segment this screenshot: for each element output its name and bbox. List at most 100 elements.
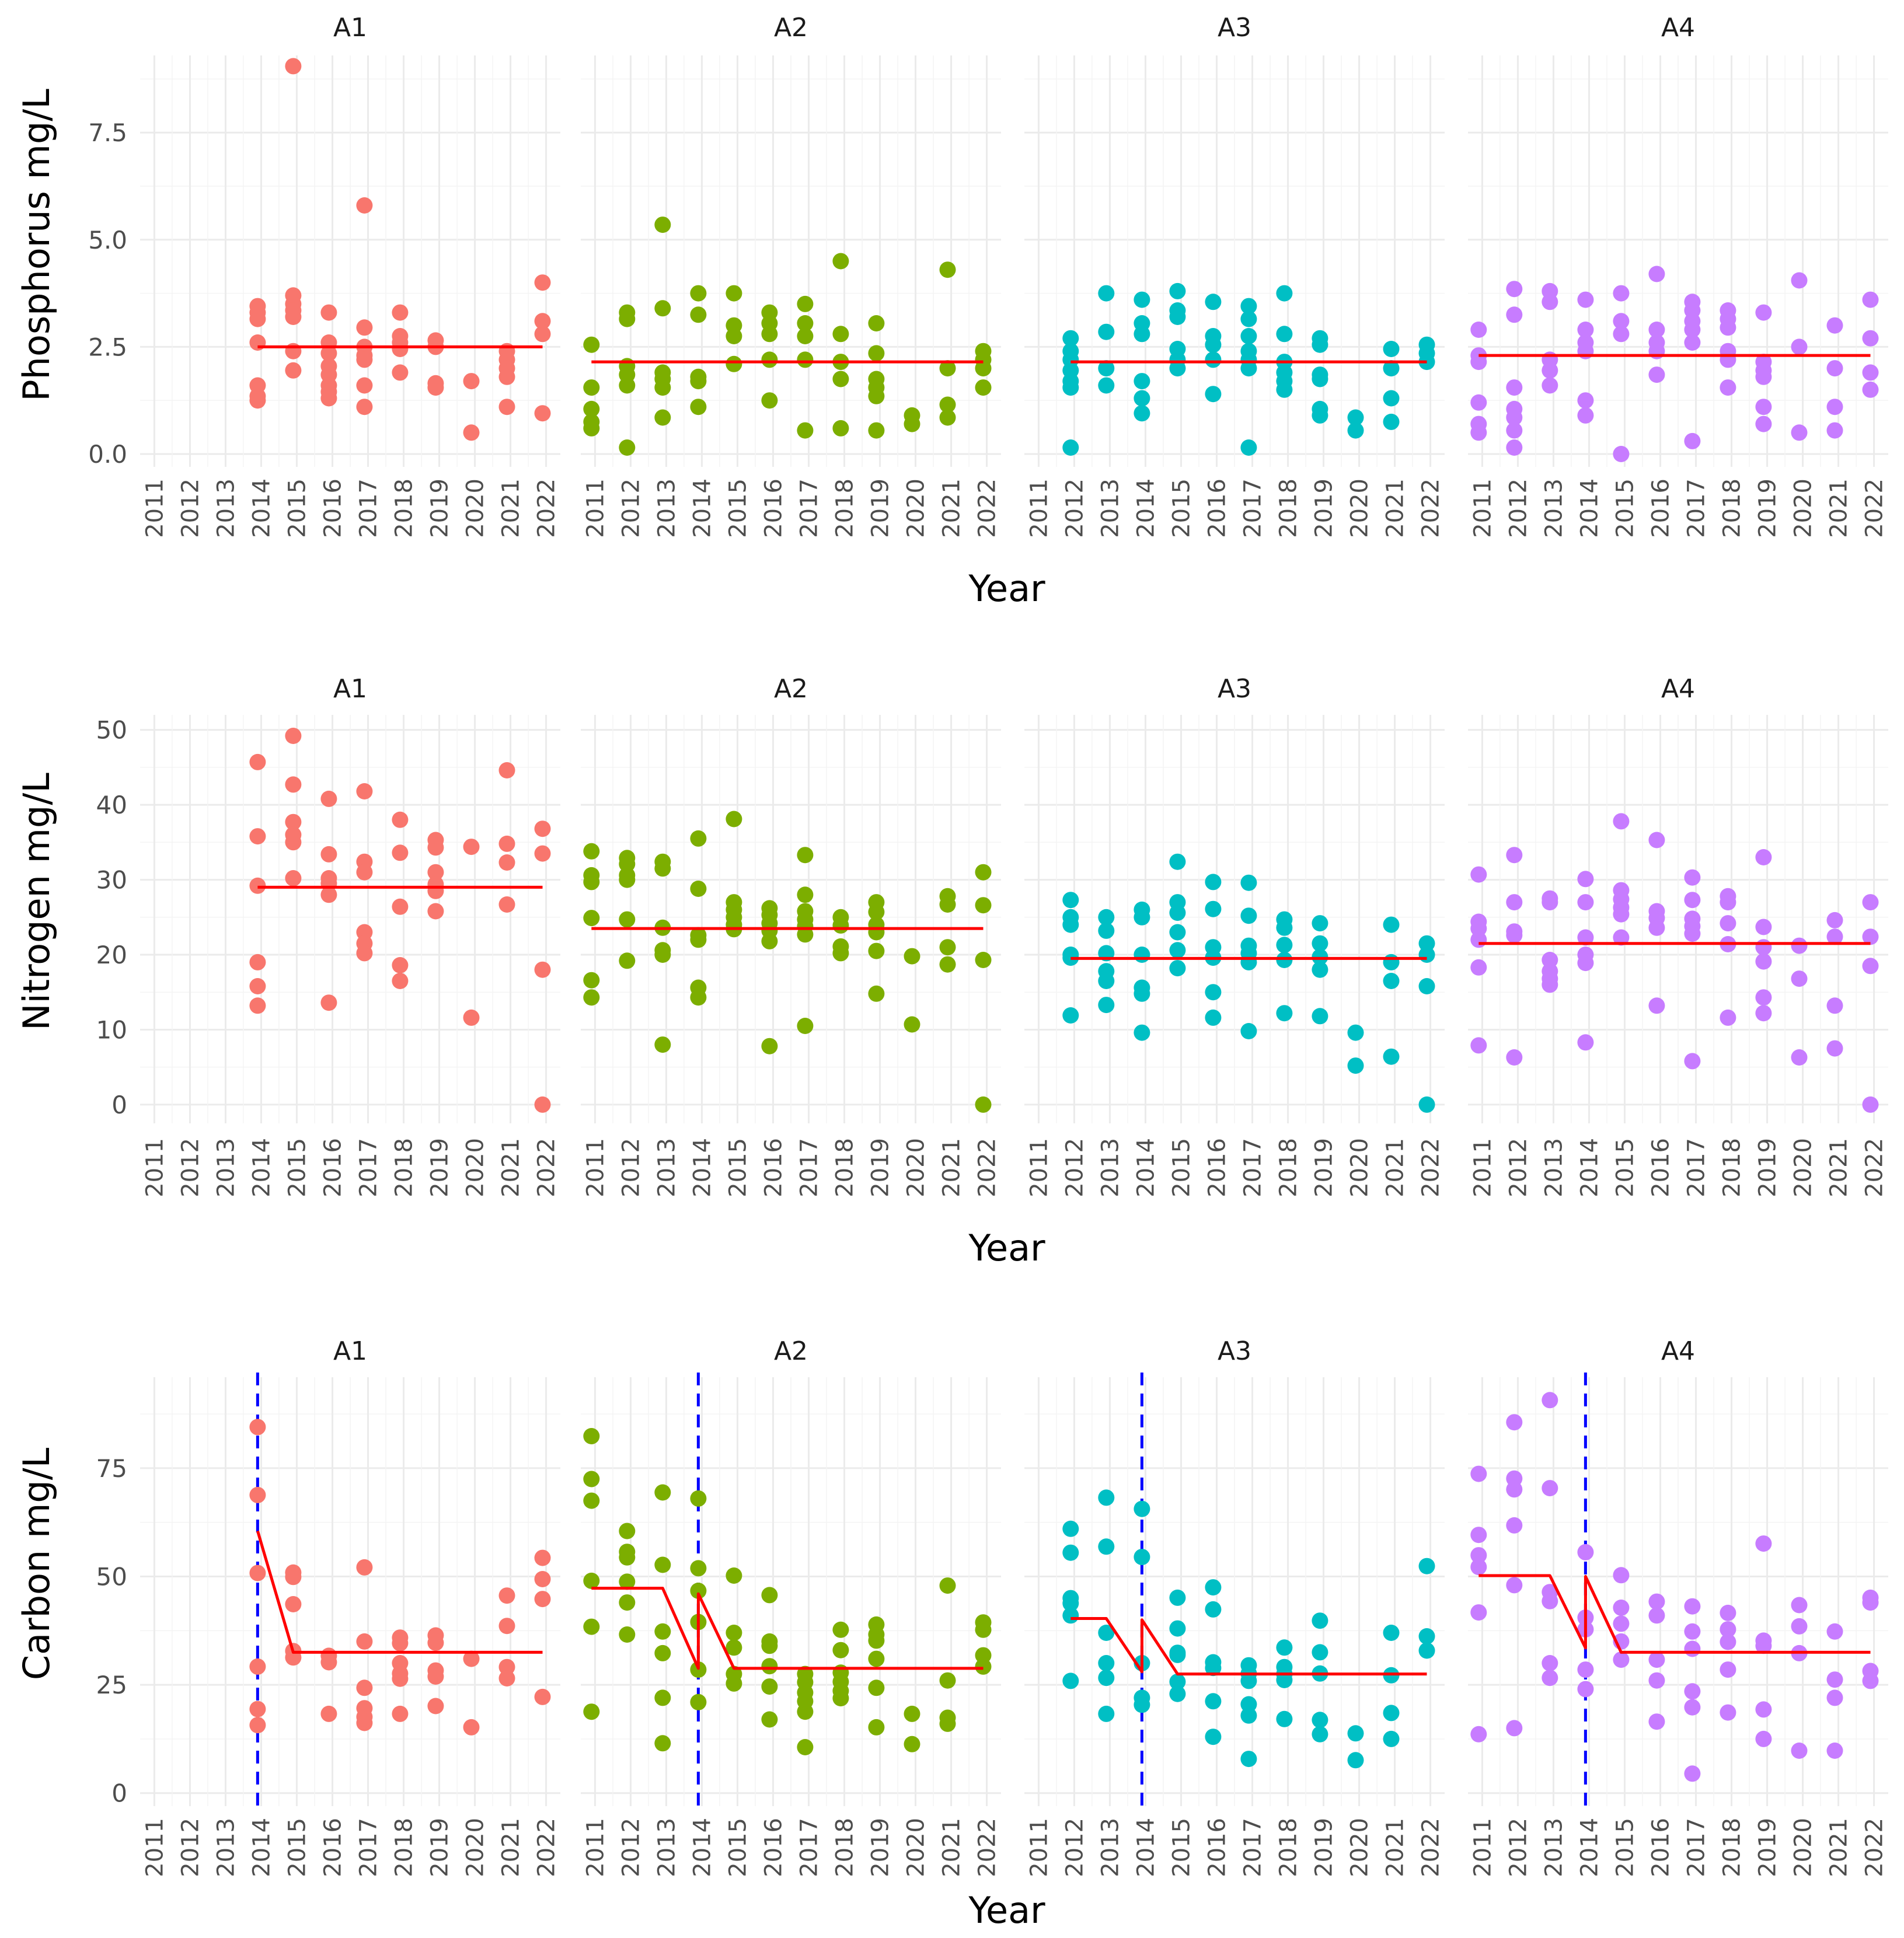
data-point [832,945,849,962]
data-point [583,910,600,927]
data-point [463,1719,480,1736]
data-point [1826,399,1843,415]
data-point [1862,1096,1879,1113]
data-point [356,783,373,799]
y-tick-label: 20 [96,941,127,969]
x-tick-label: 2015 [1612,1138,1639,1197]
data-point [1684,1683,1701,1700]
data-point [1755,304,1772,321]
data-point [1826,997,1843,1014]
x-tick-label: 2014 [1577,1138,1603,1197]
x-tick-label: 2012 [1061,1138,1088,1197]
data-point [1826,1743,1843,1759]
y-tick-label: 10 [96,1015,127,1044]
x-tick-label: 2022 [533,479,560,538]
data-point [654,1556,671,1573]
data-point [1062,1544,1079,1561]
data-point [761,1637,778,1654]
data-point [761,326,778,343]
data-point [463,424,480,441]
data-point [654,409,671,426]
x-tick-label: 2020 [462,1138,489,1197]
data-point [1791,970,1808,987]
data-point [1506,894,1523,911]
data-point [690,1490,707,1507]
data-point [356,377,373,394]
x-tick-label: 2011 [582,479,609,538]
data-point [1169,1673,1186,1690]
x-tick-label: 2018 [1275,1818,1302,1877]
data-point [1862,1594,1879,1611]
data-point [654,300,671,317]
y-axis-title-carbon: Carbon mg/L [15,1447,58,1680]
data-point [583,420,600,437]
x-tick-label: 2012 [1505,1818,1532,1877]
x-tick-label: 2016 [761,479,787,538]
x-tick-label: 2020 [1347,1818,1373,1877]
data-point [1205,1579,1222,1596]
data-point [797,926,814,943]
data-point [1506,1577,1523,1594]
data-point [1755,1730,1772,1747]
x-tick-label: 2021 [1826,1138,1853,1197]
data-point [868,1650,885,1667]
data-point [1506,306,1523,323]
x-tick-label: 2021 [939,1138,965,1197]
x-tick-label: 2017 [1683,1138,1710,1197]
data-point [285,776,302,793]
data-point [1684,1699,1701,1716]
x-tick-label: 2020 [903,1138,930,1197]
data-point [619,310,636,327]
x-tick-label: 2019 [427,479,454,538]
data-point [1098,1670,1115,1686]
data-point [1755,1637,1772,1654]
x-tick-label: 2011 [1026,479,1052,538]
x-tick-label: 2017 [355,479,382,538]
data-point [1826,422,1843,439]
x-tick-label: 2014 [1133,1818,1160,1877]
data-point [1240,907,1257,924]
data-point [1684,869,1701,886]
x-tick-label: 2014 [249,1818,276,1877]
data-point [1383,916,1400,933]
data-point [1276,326,1293,343]
data-point [1062,892,1079,909]
trend-line [256,1530,543,1654]
data-point [1240,1023,1257,1039]
data-point [797,1739,814,1755]
y-tick-label: 7.5 [88,118,127,147]
data-point [1240,1751,1257,1768]
facet-panel-carbon-a3: A3 2011 2012 2013 2014 2015 2016 2017 2018 2019 20… [1024,1336,1445,1877]
data-point [690,306,707,323]
x-tick-label: 2020 [462,1818,489,1877]
data-point [1755,1535,1772,1552]
x-tick-label: 2017 [355,1138,382,1197]
data-point [1276,1710,1293,1727]
data-point [832,420,849,437]
data-point [1098,1538,1115,1555]
data-point [1648,832,1665,848]
x-tick-label: 2013 [653,1818,680,1877]
x-tick-label: 2022 [974,1138,1001,1197]
data-point [1470,1559,1487,1576]
data-point [427,864,444,881]
data-point [1276,952,1293,968]
data-point [939,360,956,377]
x-tick-label: 2016 [320,1138,347,1197]
data-point [797,1703,814,1720]
data-point [356,1714,373,1731]
x-tick-label: 2019 [867,1818,894,1877]
data-point [1098,1655,1115,1671]
data-point [1720,1633,1736,1650]
data-point [975,897,992,914]
data-point [534,961,551,978]
data-point [392,1670,409,1687]
data-point [1613,929,1630,946]
x-tick-label: 2011 [141,1818,168,1877]
data-point [1205,1009,1222,1026]
data-point [1134,405,1150,422]
data-point [797,328,814,344]
data-point [832,371,849,387]
data-point [868,315,885,331]
data-point [939,261,956,278]
